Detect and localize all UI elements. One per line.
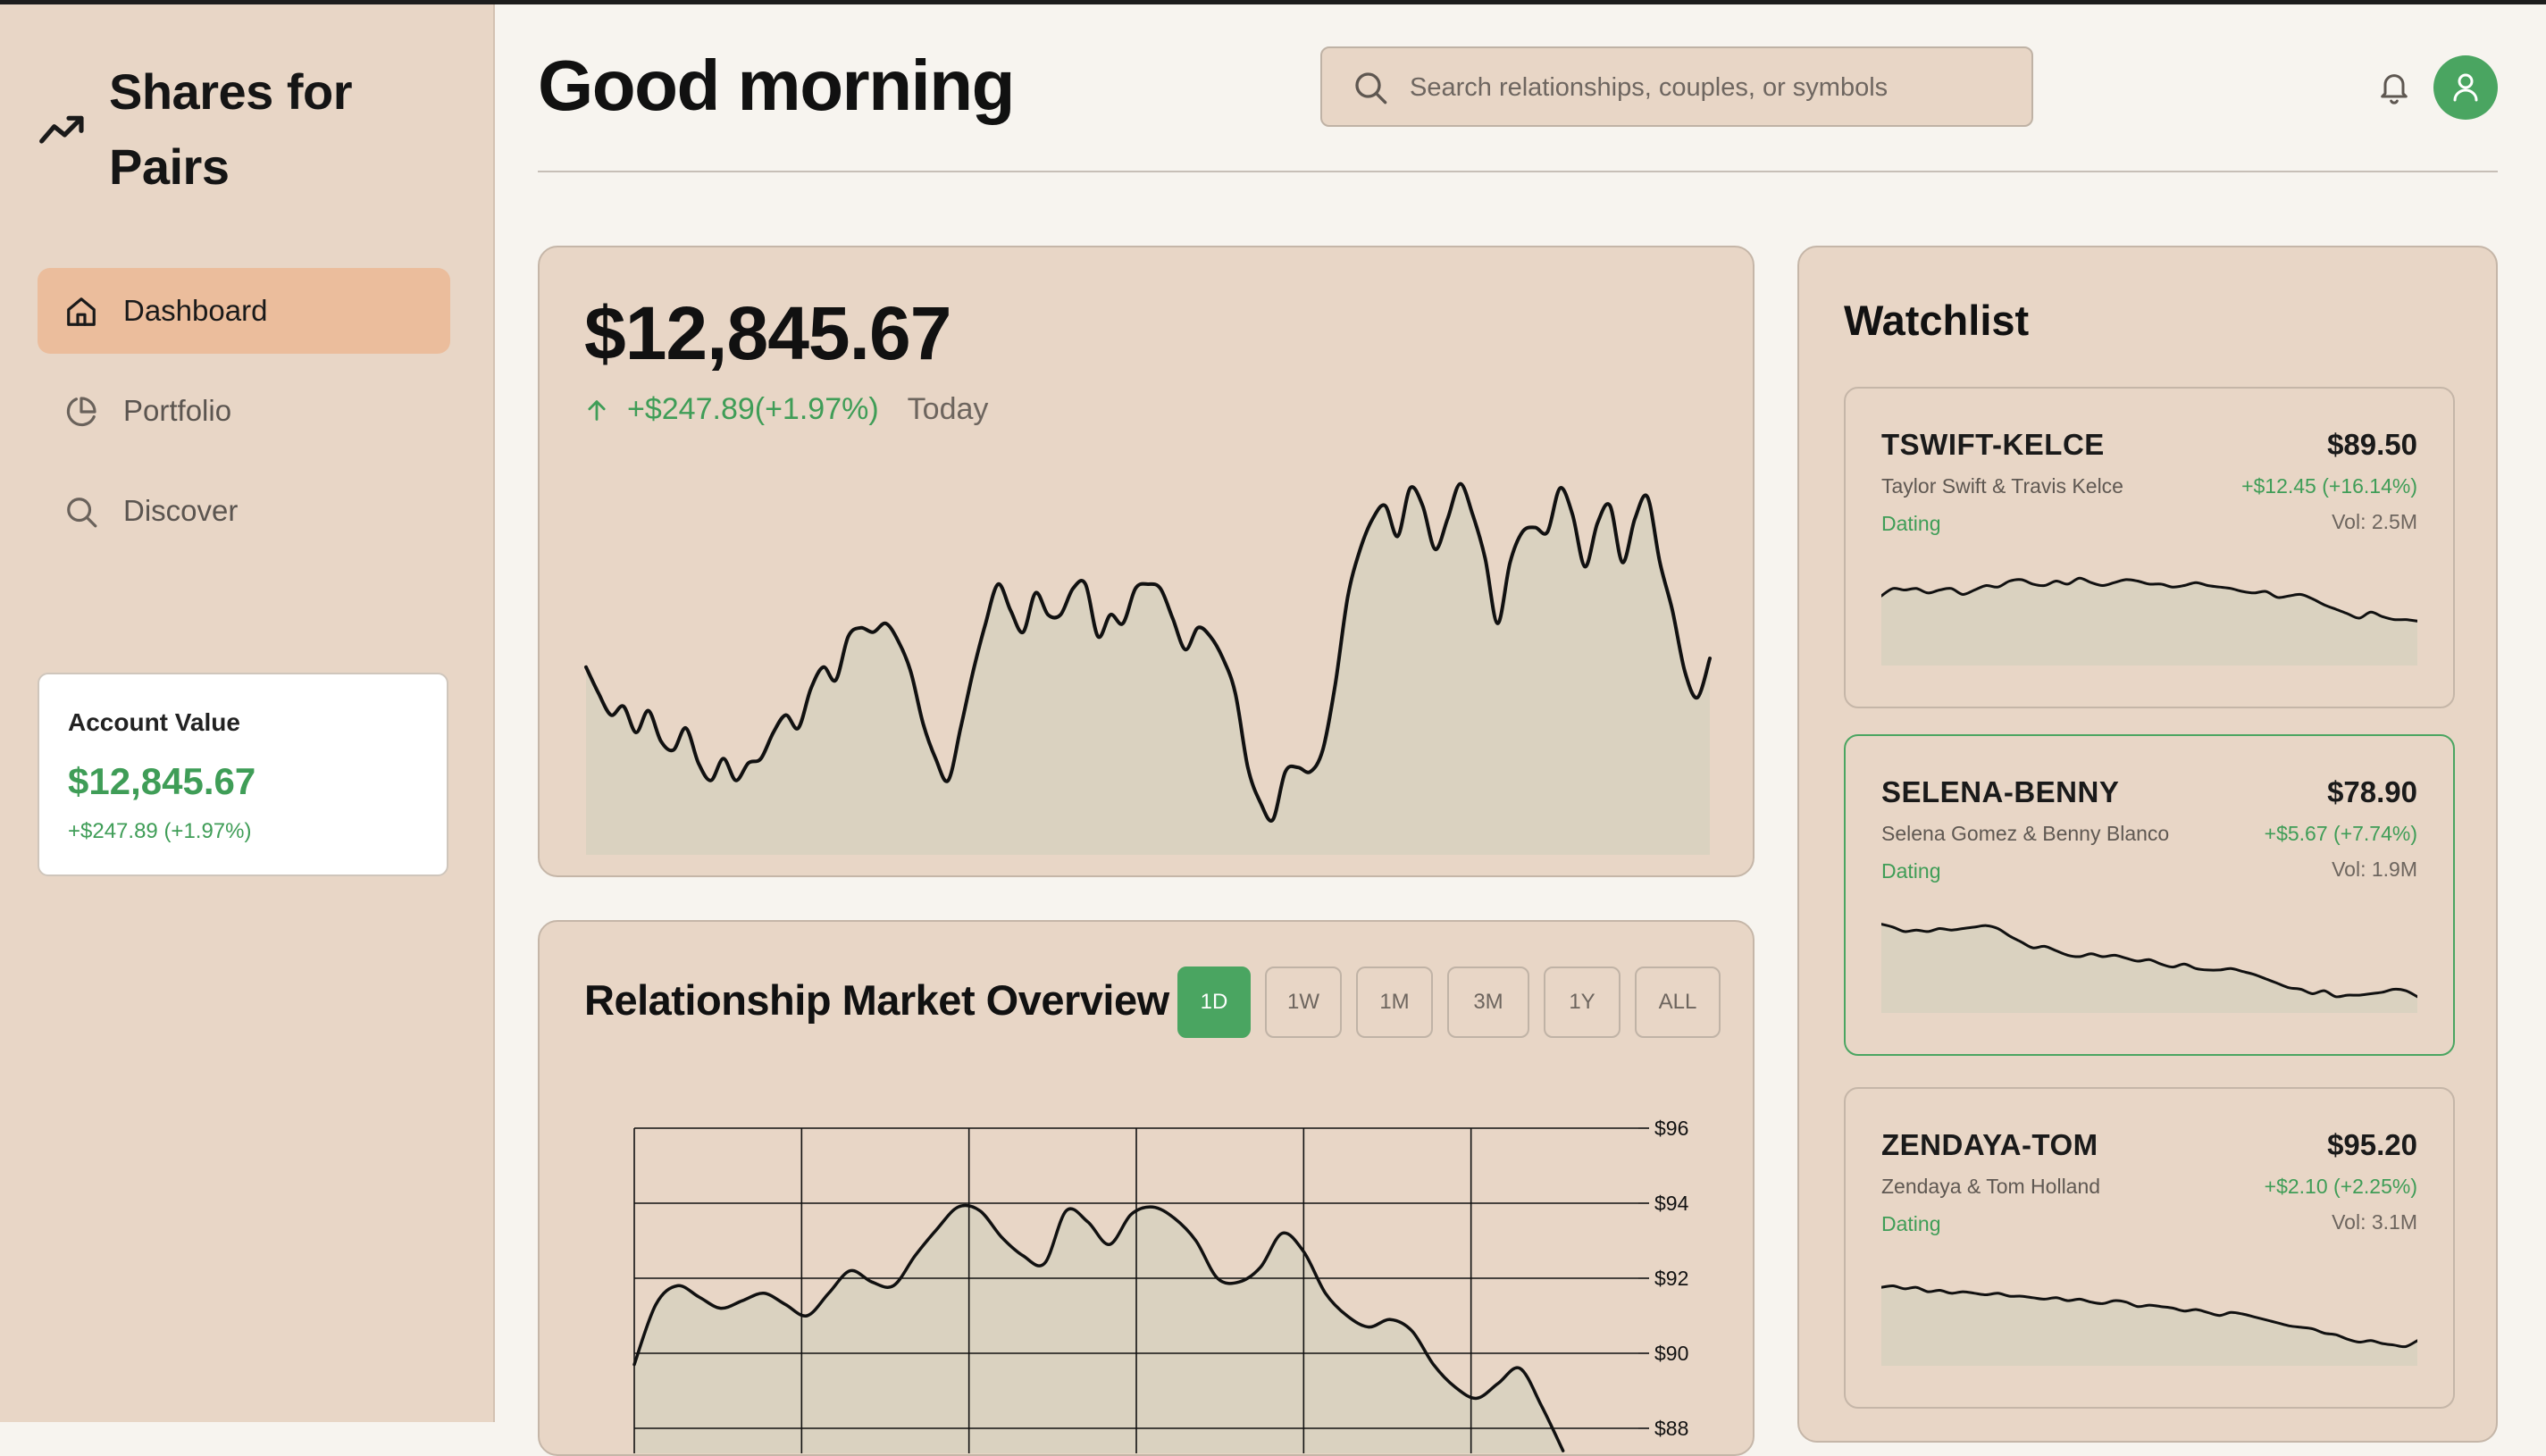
page-title: Good morning [538, 46, 1016, 125]
watchlist-price: $78.90 [2327, 775, 2417, 808]
user-icon [2453, 73, 2478, 102]
watchlist-symbol: TSWIFT-KELCE [1881, 428, 2105, 461]
y-tick-label: $90 [1654, 1342, 1688, 1365]
watchlist-sparkline-series-area [1881, 578, 2417, 665]
search-bar[interactable] [1320, 46, 2033, 127]
sidebar-item-label: Discover [123, 494, 239, 527]
watchlist-symbol: SELENA-BENNY [1881, 775, 2120, 808]
y-tick-label: $92 [1654, 1267, 1688, 1290]
watchlist-item-tswift-kelce[interactable]: TSWIFT-KELCE $89.50 Taylor Swift & Travi… [1844, 387, 2455, 708]
watchlist-category: Dating [1881, 1212, 1941, 1235]
sidebar: Shares for Pairs Dashboard Portfolio Dis… [0, 4, 495, 1422]
bell-icon[interactable] [2376, 68, 2412, 107]
watchlist-sparkline-series-line [1881, 923, 2417, 999]
watchlist-category: Dating [1881, 859, 1941, 883]
search-icon [67, 498, 97, 528]
watchlist-card: Watchlist TSWIFT-KELCE $89.50 Taylor Swi… [1797, 246, 2498, 1443]
home-icon [67, 297, 96, 326]
range-button-1m[interactable]: 1M [1356, 966, 1433, 1038]
time-range-selector: 1D 1W 1M 3M 1Y ALL [1177, 966, 1735, 1038]
watchlist-change: +$2.10 (+2.25%) [2264, 1175, 2417, 1198]
portfolio-card: $12,845.67 +$247.89(+1.97%) Today [538, 246, 1755, 877]
search-icon [1355, 72, 1387, 105]
watchlist-sparkline [1881, 576, 2417, 665]
portfolio-chart [584, 481, 1712, 855]
watchlist-volume: Vol: 2.5M [2332, 510, 2417, 533]
watchlist-volume: Vol: 3.1M [2332, 1210, 2417, 1234]
range-button-1y[interactable]: 1Y [1544, 966, 1621, 1038]
header-divider [538, 171, 2498, 172]
portfolio-series-area [586, 483, 1710, 855]
portfolio-change: +$247.89(+1.97%) [627, 392, 879, 426]
watchlist-sparkline-series-area [1881, 924, 2417, 1013]
search-input[interactable] [1408, 48, 2019, 127]
sidebar-item-discover[interactable]: Discover [38, 468, 450, 554]
watchlist-names: Taylor Swift & Travis Kelce [1881, 474, 2123, 498]
watchlist-sparkline-series-line [1881, 1284, 2417, 1349]
market-overview-title: Relationship Market Overview [584, 976, 1169, 1024]
range-button-1w[interactable]: 1W [1265, 966, 1342, 1038]
portfolio-change-row: +$247.89(+1.97%) Today [584, 392, 988, 427]
watchlist-symbol: ZENDAYA-TOM [1881, 1128, 2098, 1161]
account-value-amount: $12,845.67 [68, 760, 256, 802]
avatar[interactable] [2433, 55, 2498, 120]
range-button-1d[interactable]: 1D [1177, 966, 1251, 1038]
trending-up-icon [39, 115, 84, 144]
market-series-area [634, 1205, 1563, 1453]
market-overview-card: Relationship Market Overview 1D 1W 1M 3M… [538, 920, 1755, 1456]
watchlist-sparkline-series-line [1881, 576, 2417, 623]
brand[interactable]: Shares for Pairs [38, 54, 466, 206]
brand-name: Shares for Pairs [109, 63, 353, 195]
watchlist-category: Dating [1881, 512, 1941, 535]
account-value-card: Account Value $12,845.67 +$247.89 (+1.97… [38, 673, 448, 876]
market-overview-chart: $96 $94 $92 $90 $88 [632, 1117, 1689, 1453]
sidebar-item-portfolio[interactable]: Portfolio [38, 368, 450, 454]
account-value-label: Account Value [68, 708, 240, 736]
y-tick-label: $88 [1654, 1417, 1688, 1440]
watchlist-sparkline-series-area [1881, 1285, 2417, 1366]
sidebar-item-dashboard[interactable]: Dashboard [38, 268, 450, 354]
portfolio-value: $12,845.67 [584, 291, 951, 375]
market-series-line [632, 1203, 1565, 1452]
portfolio-period: Today [907, 392, 989, 426]
watchlist-change: +$5.67 (+7.74%) [2264, 822, 2417, 845]
watchlist-price: $89.50 [2327, 428, 2417, 461]
portfolio-series-line [584, 481, 1712, 823]
watchlist-names: Selena Gomez & Benny Blanco [1881, 822, 2170, 845]
watchlist-change: +$12.45 (+16.14%) [2241, 474, 2417, 498]
watchlist-item-zendaya-tom[interactable]: ZENDAYA-TOM $95.20 Zendaya & Tom Holland… [1844, 1087, 2455, 1409]
account-value-change: +$247.89 (+1.97%) [68, 819, 252, 843]
y-tick-label: $96 [1654, 1117, 1688, 1140]
sidebar-item-label: Portfolio [123, 394, 232, 427]
watchlist-item-selena-benny[interactable]: SELENA-BENNY $78.90 Selena Gomez & Benny… [1844, 734, 2455, 1056]
pie-chart-icon [66, 397, 96, 427]
y-tick-label: $94 [1654, 1192, 1689, 1215]
range-button-all[interactable]: ALL [1635, 966, 1721, 1038]
watchlist-sparkline [1881, 1284, 2417, 1366]
range-button-3m[interactable]: 3M [1447, 966, 1529, 1038]
arrow-up-icon [588, 399, 606, 421]
watchlist-title: Watchlist [1844, 297, 2030, 344]
watchlist-price: $95.20 [2327, 1128, 2417, 1161]
sidebar-item-label: Dashboard [123, 294, 268, 327]
watchlist-names: Zendaya & Tom Holland [1881, 1175, 2101, 1198]
sidebar-nav: Dashboard Portfolio Discover [38, 268, 450, 568]
watchlist-volume: Vol: 1.9M [2332, 858, 2417, 881]
watchlist-sparkline [1881, 923, 2417, 1013]
window-top-edge [0, 0, 2546, 4]
